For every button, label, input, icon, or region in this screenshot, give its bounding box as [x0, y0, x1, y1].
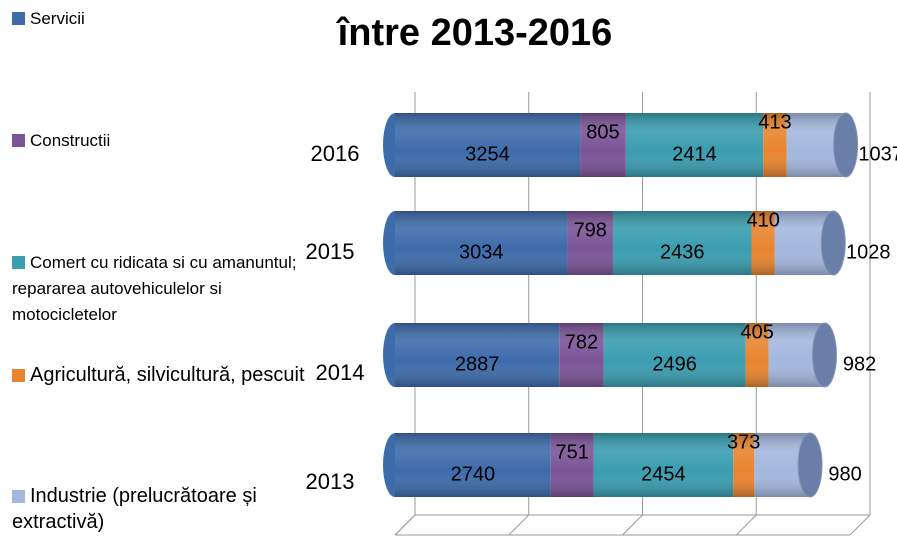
legend-swatch: [12, 12, 25, 25]
legend-swatch: [12, 490, 25, 503]
bar-shine: [395, 113, 846, 177]
y-tick-label: 2016: [311, 141, 360, 166]
data-label: 405: [740, 321, 773, 343]
legend-swatch: [12, 134, 25, 147]
data-label: 373: [727, 431, 760, 453]
bar-shine: [395, 211, 834, 275]
data-label: 751: [556, 441, 589, 463]
legend-item: Agricultură, silvicultură, pescuit: [12, 362, 312, 388]
y-tick-label: 2013: [306, 469, 355, 494]
data-label: 3254: [465, 143, 510, 165]
legend-label: Comert cu ridicata si cu amanuntul; repa…: [12, 253, 297, 324]
floor-line: [849, 514, 871, 536]
legend-swatch: [12, 369, 25, 382]
bar-end: [797, 432, 823, 498]
data-label: 1028: [846, 241, 891, 263]
data-label: 410: [746, 209, 779, 231]
data-label: 980: [828, 463, 861, 485]
data-label: 2436: [660, 241, 705, 263]
legend-item: Servicii: [12, 6, 312, 32]
legend-item: Comert cu ridicata si cu amanuntul; repa…: [12, 250, 312, 328]
data-label: 2740: [451, 463, 496, 485]
data-label: 2887: [455, 353, 500, 375]
y-tick-label: 2014: [316, 360, 365, 385]
data-label: 1037: [858, 143, 897, 165]
legend-label: Constructii: [30, 131, 111, 150]
data-label: 3034: [459, 241, 504, 263]
legend-item: Constructii: [12, 128, 312, 154]
data-label: 2454: [641, 463, 686, 485]
data-label: 805: [586, 121, 619, 143]
legend-label: Agricultură, silvicultură, pescuit: [30, 364, 305, 386]
bar-end: [812, 322, 838, 388]
floor-line: [622, 514, 643, 536]
legend-label: Industrie (prelucrătoare și extractivă): [12, 485, 257, 533]
data-label: 413: [758, 111, 791, 133]
legend-item: Industrie (prelucrătoare și extractivă): [12, 483, 312, 535]
bar-end: [820, 210, 846, 276]
floor-line: [735, 514, 757, 536]
data-label: 2496: [652, 353, 697, 375]
y-tick-label: 2015: [306, 239, 355, 264]
data-label: 782: [565, 331, 598, 353]
floor-line: [508, 514, 530, 536]
bar-end: [833, 112, 859, 178]
legend-label: Servicii: [30, 9, 85, 28]
data-label: 2414: [672, 143, 717, 165]
axis-line: [394, 514, 416, 536]
data-label: 798: [574, 219, 607, 241]
bar-shine: [395, 323, 825, 387]
chart-title: între 2013-2016: [336, 12, 613, 54]
legend-swatch: [12, 256, 25, 269]
bar-shine: [395, 433, 811, 497]
data-label: 982: [843, 353, 876, 375]
